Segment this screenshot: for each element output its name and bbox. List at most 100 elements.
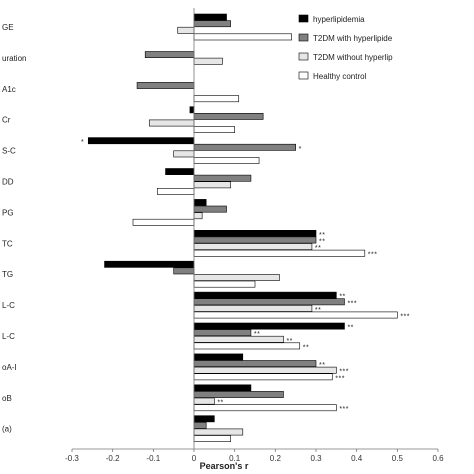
category-label: DD [2, 178, 14, 187]
category-label: TG [2, 270, 13, 279]
significance-label: * [81, 139, 84, 146]
bar [193, 143, 296, 151]
bar [157, 188, 195, 195]
bar [193, 291, 337, 299]
legend-swatch [298, 14, 309, 23]
significance-label: *** [339, 406, 349, 413]
bar [193, 304, 313, 312]
bar [193, 329, 252, 337]
bar [193, 384, 252, 392]
x-tick-label: 0.4 [351, 454, 363, 463]
significance-label: *** [335, 375, 345, 382]
x-tick-label: -0.2 [106, 454, 120, 463]
bar [193, 415, 215, 423]
bar [193, 212, 203, 220]
significance-label: ** [217, 400, 223, 407]
significance-label: *** [347, 300, 357, 307]
bar [148, 119, 195, 127]
bar [193, 249, 366, 257]
x-tick-label: 0 [192, 454, 197, 463]
x-tick-label: 0.2 [270, 454, 282, 463]
bar [193, 113, 264, 120]
category-label: PG [2, 208, 14, 217]
x-tick-label: 0.3 [310, 454, 322, 463]
bar [177, 26, 195, 34]
legend-label: hyperlipidemia [313, 15, 365, 24]
significance-label: ** [315, 245, 321, 252]
x-tick-label: 0.6 [432, 454, 444, 463]
bar [193, 311, 398, 319]
bar [173, 150, 195, 158]
category-label: oB [2, 394, 12, 403]
bar [193, 353, 244, 361]
significance-label: ** [319, 239, 325, 246]
legend-label: Healthy control [313, 72, 367, 81]
category-label: uration [2, 54, 26, 63]
significance-label: *** [400, 314, 410, 321]
bar [193, 20, 231, 28]
bar [193, 126, 235, 133]
bar [193, 57, 223, 65]
significance-label: * [299, 146, 302, 153]
bars-layer [87, 13, 398, 442]
category-label: Cr [2, 116, 11, 125]
bar [193, 421, 207, 429]
x-tick-label: 0.1 [229, 454, 241, 463]
bar [193, 298, 345, 306]
category-label: TC [2, 239, 13, 248]
bar [193, 397, 215, 405]
bar [136, 82, 195, 89]
bar [193, 335, 284, 343]
bar [193, 157, 260, 164]
bar [193, 404, 337, 412]
bar [193, 236, 317, 244]
bar [193, 205, 227, 213]
legend-swatch [298, 52, 309, 61]
category-label: A1c [2, 85, 16, 94]
category-label: L-C [2, 301, 15, 310]
significance-label: *** [339, 369, 349, 376]
bar [104, 260, 195, 268]
significance-label: ** [286, 338, 292, 345]
x-tick-label: -0.1 [146, 454, 160, 463]
bar [87, 137, 195, 145]
bar [193, 342, 301, 350]
bar [144, 51, 195, 58]
bar [193, 428, 244, 436]
bar [193, 230, 317, 237]
significance-label: ** [347, 325, 353, 332]
bar [193, 174, 252, 182]
category-labels: GE uration A1c Cr S-C DD PG TC TG L-C L-C oA-I oB (a) [2, 23, 26, 434]
significance-label: ** [254, 331, 260, 338]
bar [193, 95, 240, 103]
bar [193, 13, 227, 21]
significance-label: *** [368, 252, 378, 259]
significance-label: ** [319, 362, 325, 369]
x-axis: -0.3 -0.2 -0.1 0 0.1 0.2 0.3 0.4 0.5 0.6 [65, 8, 444, 463]
bar [193, 435, 231, 442]
x-tick-label: -0.3 [65, 454, 79, 463]
legend-swatch [298, 71, 309, 80]
bar [193, 391, 284, 398]
bar [193, 322, 345, 330]
bar [193, 199, 207, 206]
legend: hyperlipidemia T2DM with hyperlipide T2DM … [298, 14, 393, 81]
bar [173, 267, 195, 275]
significance-label: ** [319, 232, 325, 239]
bar [193, 366, 337, 374]
category-label: (a) [2, 425, 12, 434]
bar [189, 106, 195, 114]
significance-label: ** [339, 294, 345, 301]
bar [193, 33, 292, 41]
bar [193, 274, 280, 281]
bar [193, 360, 317, 367]
category-label: oA-I [2, 363, 17, 372]
significance-labels: ****************************************… [81, 139, 410, 413]
bar [193, 243, 313, 250]
significance-label: ** [315, 307, 321, 314]
category-label: S-C [2, 147, 16, 156]
bar [132, 218, 195, 226]
legend-swatch [298, 33, 309, 42]
bar [165, 168, 195, 175]
